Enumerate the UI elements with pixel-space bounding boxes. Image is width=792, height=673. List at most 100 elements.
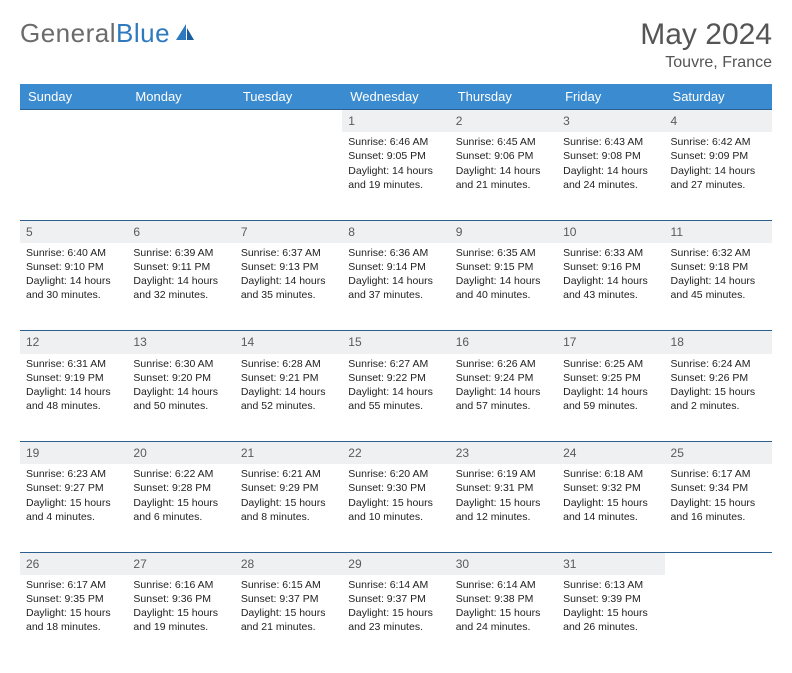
calendar-page: GeneralBlue May 2024 Touvre, France Sund… [0, 0, 792, 673]
day-number: 16 [450, 331, 557, 354]
daylight-text: and 19 minutes. [348, 178, 443, 192]
day-cell: Sunrise: 6:37 AMSunset: 9:13 PMDaylight:… [235, 243, 342, 331]
day-number: 1 [342, 110, 449, 133]
sunset-text: Sunset: 9:26 PM [671, 371, 766, 385]
day-cell: Sunrise: 6:24 AMSunset: 9:26 PMDaylight:… [665, 354, 772, 442]
sunrise-text: Sunrise: 6:37 AM [241, 246, 336, 260]
day-cell: Sunrise: 6:25 AMSunset: 9:25 PMDaylight:… [557, 354, 664, 442]
day-cell: Sunrise: 6:16 AMSunset: 9:36 PMDaylight:… [127, 575, 234, 663]
sunset-text: Sunset: 9:14 PM [348, 260, 443, 274]
day-number: 11 [665, 220, 772, 243]
daylight-text: Daylight: 14 hours [456, 385, 551, 399]
sunset-text: Sunset: 9:21 PM [241, 371, 336, 385]
sunset-text: Sunset: 9:34 PM [671, 481, 766, 495]
daylight-text: and 10 minutes. [348, 510, 443, 524]
day-cell: Sunrise: 6:22 AMSunset: 9:28 PMDaylight:… [127, 464, 234, 552]
sunrise-text: Sunrise: 6:18 AM [563, 467, 658, 481]
sunset-text: Sunset: 9:16 PM [563, 260, 658, 274]
sunrise-text: Sunrise: 6:31 AM [26, 357, 121, 371]
daylight-text: Daylight: 14 hours [671, 164, 766, 178]
day-cell: Sunrise: 6:43 AMSunset: 9:08 PMDaylight:… [557, 132, 664, 220]
daylight-text: Daylight: 15 hours [563, 606, 658, 620]
sunrise-text: Sunrise: 6:39 AM [133, 246, 228, 260]
day-cell-empty [127, 132, 234, 220]
daylight-text: Daylight: 15 hours [671, 496, 766, 510]
daylight-text: and 55 minutes. [348, 399, 443, 413]
daylight-text: and 16 minutes. [671, 510, 766, 524]
daylight-text: and 32 minutes. [133, 288, 228, 302]
daylight-text: Daylight: 14 hours [241, 274, 336, 288]
daylight-text: and 24 minutes. [563, 178, 658, 192]
daylight-text: and 26 minutes. [563, 620, 658, 634]
sunset-text: Sunset: 9:06 PM [456, 149, 551, 163]
sunrise-text: Sunrise: 6:43 AM [563, 135, 658, 149]
daylight-text: Daylight: 14 hours [563, 274, 658, 288]
sunrise-text: Sunrise: 6:45 AM [456, 135, 551, 149]
day-number: 14 [235, 331, 342, 354]
daylight-text: and 35 minutes. [241, 288, 336, 302]
daylight-text: and 30 minutes. [26, 288, 121, 302]
day-number: 29 [342, 552, 449, 575]
sunrise-text: Sunrise: 6:24 AM [671, 357, 766, 371]
daylight-text: and 45 minutes. [671, 288, 766, 302]
day-cell: Sunrise: 6:28 AMSunset: 9:21 PMDaylight:… [235, 354, 342, 442]
day-cell: Sunrise: 6:23 AMSunset: 9:27 PMDaylight:… [20, 464, 127, 552]
day-number: 24 [557, 442, 664, 465]
daylight-text: and 57 minutes. [456, 399, 551, 413]
day-number-row: 567891011 [20, 220, 772, 243]
daylight-text: Daylight: 14 hours [456, 274, 551, 288]
day-number: 21 [235, 442, 342, 465]
sunset-text: Sunset: 9:29 PM [241, 481, 336, 495]
sunrise-text: Sunrise: 6:25 AM [563, 357, 658, 371]
sunset-text: Sunset: 9:18 PM [671, 260, 766, 274]
day-number: 6 [127, 220, 234, 243]
daylight-text: and 18 minutes. [26, 620, 121, 634]
day-number: 3 [557, 110, 664, 133]
sunrise-text: Sunrise: 6:21 AM [241, 467, 336, 481]
day-number: 13 [127, 331, 234, 354]
sunrise-text: Sunrise: 6:28 AM [241, 357, 336, 371]
daylight-text: and 21 minutes. [241, 620, 336, 634]
daylight-text: Daylight: 14 hours [348, 164, 443, 178]
daylight-text: Daylight: 15 hours [241, 496, 336, 510]
sunset-text: Sunset: 9:30 PM [348, 481, 443, 495]
sunrise-text: Sunrise: 6:22 AM [133, 467, 228, 481]
day-number-empty [235, 110, 342, 133]
daylight-text: Daylight: 15 hours [26, 496, 121, 510]
day-number: 4 [665, 110, 772, 133]
sunset-text: Sunset: 9:05 PM [348, 149, 443, 163]
day-number: 25 [665, 442, 772, 465]
day-cell: Sunrise: 6:26 AMSunset: 9:24 PMDaylight:… [450, 354, 557, 442]
day-number-row: 19202122232425 [20, 442, 772, 465]
sunrise-text: Sunrise: 6:19 AM [456, 467, 551, 481]
daylight-text: and 59 minutes. [563, 399, 658, 413]
sunset-text: Sunset: 9:08 PM [563, 149, 658, 163]
daylight-text: Daylight: 14 hours [348, 274, 443, 288]
sunrise-text: Sunrise: 6:16 AM [133, 578, 228, 592]
sunrise-text: Sunrise: 6:26 AM [456, 357, 551, 371]
daylight-text: Daylight: 14 hours [133, 274, 228, 288]
title-block: May 2024 Touvre, France [640, 18, 772, 72]
daylight-text: and 50 minutes. [133, 399, 228, 413]
day-cell: Sunrise: 6:33 AMSunset: 9:16 PMDaylight:… [557, 243, 664, 331]
daylight-text: and 12 minutes. [456, 510, 551, 524]
sunset-text: Sunset: 9:19 PM [26, 371, 121, 385]
daylight-text: Daylight: 15 hours [456, 606, 551, 620]
daylight-text: and 23 minutes. [348, 620, 443, 634]
sunset-text: Sunset: 9:32 PM [563, 481, 658, 495]
day-cell: Sunrise: 6:36 AMSunset: 9:14 PMDaylight:… [342, 243, 449, 331]
day-number: 5 [20, 220, 127, 243]
sunrise-text: Sunrise: 6:17 AM [26, 578, 121, 592]
sunrise-text: Sunrise: 6:36 AM [348, 246, 443, 260]
sunset-text: Sunset: 9:36 PM [133, 592, 228, 606]
daylight-text: Daylight: 14 hours [671, 274, 766, 288]
sunrise-text: Sunrise: 6:15 AM [241, 578, 336, 592]
daylight-text: and 40 minutes. [456, 288, 551, 302]
daylight-text: Daylight: 15 hours [671, 385, 766, 399]
daylight-text: and 48 minutes. [26, 399, 121, 413]
daylight-text: Daylight: 15 hours [26, 606, 121, 620]
day-cell: Sunrise: 6:45 AMSunset: 9:06 PMDaylight:… [450, 132, 557, 220]
sunrise-text: Sunrise: 6:40 AM [26, 246, 121, 260]
sunrise-text: Sunrise: 6:14 AM [348, 578, 443, 592]
sunset-text: Sunset: 9:09 PM [671, 149, 766, 163]
